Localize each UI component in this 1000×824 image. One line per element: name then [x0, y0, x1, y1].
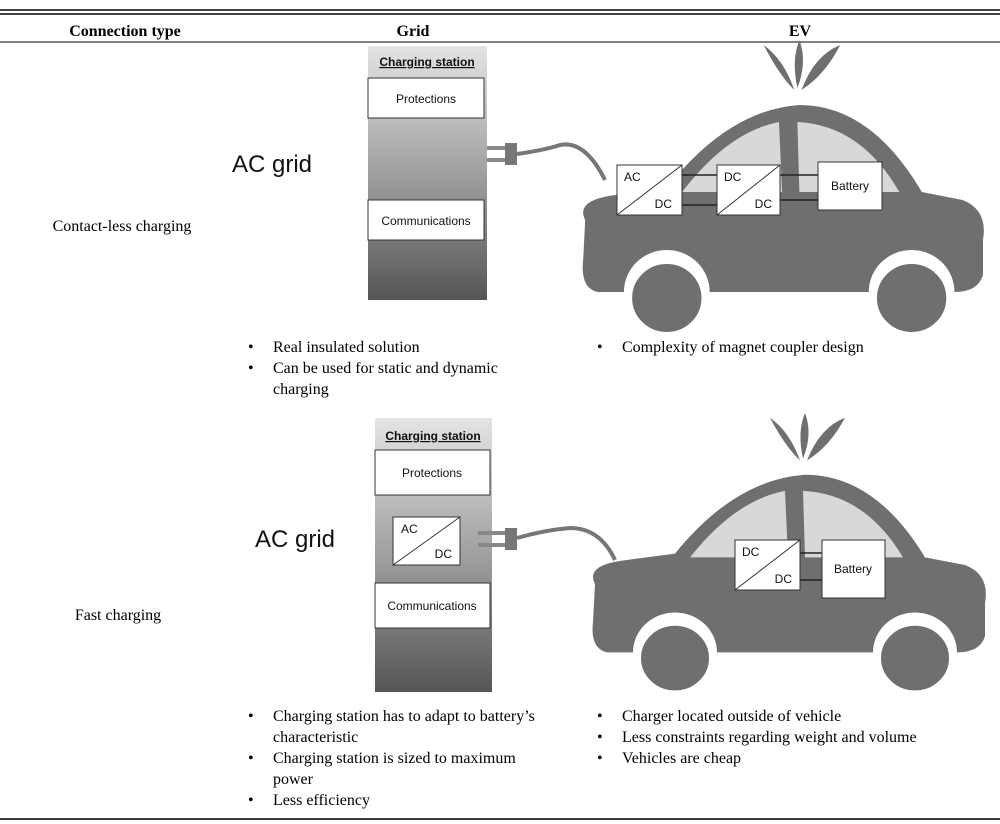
converter-in: DC	[742, 545, 760, 559]
converter-out: DC	[435, 547, 453, 561]
bullet: Less efficiency	[244, 790, 544, 811]
bullet: Less constraints regarding weight and vo…	[593, 727, 998, 748]
battery-label: Battery	[831, 179, 869, 193]
bullet-list: Charging station has to adapt to battery…	[244, 706, 544, 811]
header: Connection type	[69, 23, 181, 40]
row-label: Fast charging	[75, 607, 161, 624]
converter-in: AC	[401, 522, 418, 536]
bullet: Can be used for static and dynamic charg…	[244, 358, 544, 400]
row-label: Contact-less charging	[53, 218, 192, 235]
header: Grid	[397, 23, 430, 40]
bullet: Complexity of magnet coupler design	[593, 337, 993, 358]
header: EV	[789, 23, 812, 40]
bullet: Charging station has to adapt to battery…	[244, 706, 544, 748]
box-label: Protections	[396, 92, 456, 106]
bullet-list: Complexity of magnet coupler design	[593, 337, 993, 358]
box-label: Communications	[387, 599, 476, 613]
converter-out: DC	[655, 197, 673, 211]
converter-out: DC	[755, 197, 773, 211]
source-label: AC grid	[232, 151, 312, 178]
grid-diagram: Charging station Protections Communicati…	[232, 46, 607, 300]
bullet: Charging station is sized to maximum pow…	[244, 748, 544, 790]
bullet-list: Real insulated solution Can be used for …	[244, 337, 544, 400]
ev-diagram: DC DC Battery	[590, 411, 988, 695]
converter-out: DC	[775, 572, 793, 586]
box-label: Protections	[402, 466, 462, 480]
box-label: Communications	[381, 214, 470, 228]
station-title: Charging station	[385, 429, 480, 443]
converter-in: DC	[724, 170, 742, 184]
converter-in: AC	[624, 170, 641, 184]
battery-label: Battery	[834, 562, 872, 576]
source-label: AC grid	[255, 526, 335, 553]
bullet: Charger located outside of vehicle	[593, 706, 998, 727]
bullet: Vehicles are cheap	[593, 748, 998, 769]
bullet-list: Charger located outside of vehicle Less …	[593, 706, 998, 769]
bullet: Real insulated solution	[244, 337, 544, 358]
station-title: Charging station	[379, 55, 474, 69]
ev-diagram: AC DC DC DC Battery	[583, 40, 984, 334]
grid-diagram: Charging station Protections AC DC Commu…	[255, 418, 617, 692]
